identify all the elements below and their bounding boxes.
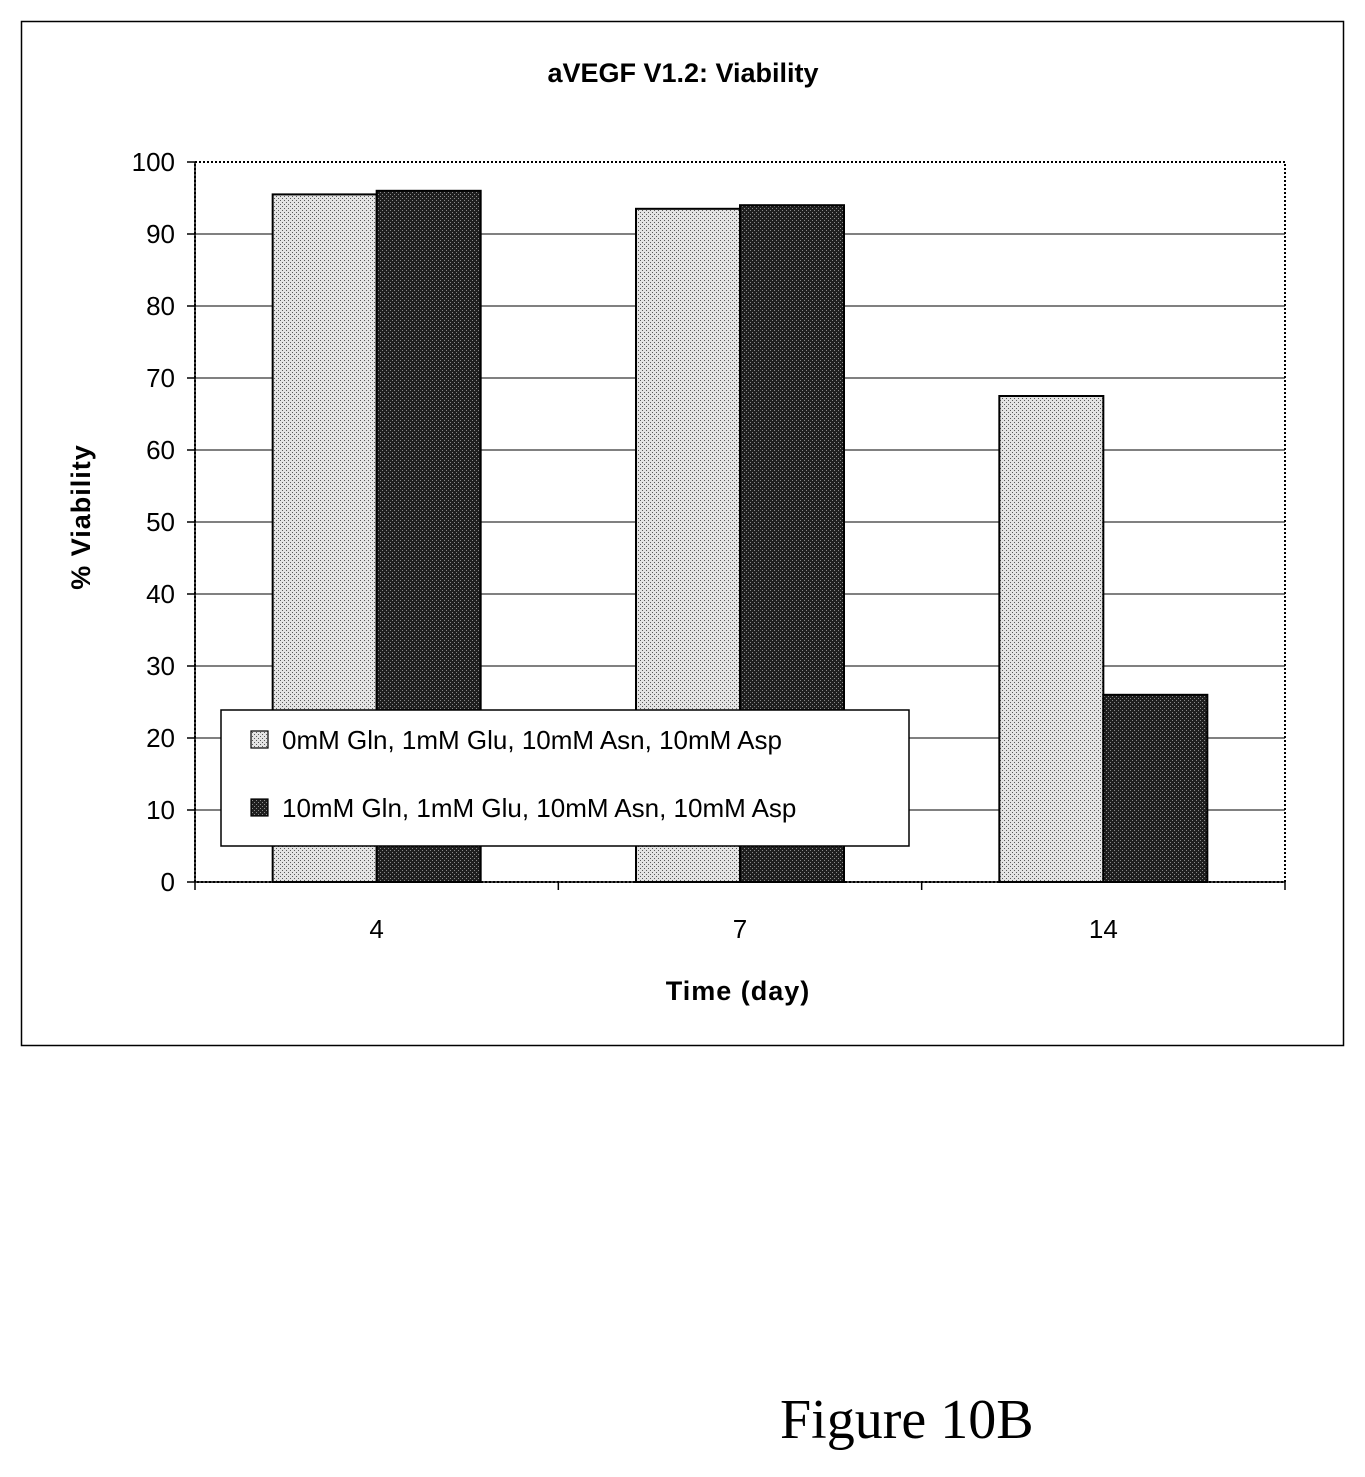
y-tick-label: 10 [146,795,175,825]
y-axis-label: % Viability [66,444,96,590]
legend-label-series-1: 0mM Gln, 1mM Glu, 10mM Asn, 10mM Asp [282,725,782,755]
y-tick-label: 60 [146,435,175,465]
x-tick-label: 14 [1089,914,1118,944]
y-tick-label: 70 [146,363,175,393]
legend-label-series-2: 10mM Gln, 1mM Glu, 10mM Asn, 10mM Asp [282,793,796,823]
y-tick-label: 30 [146,651,175,681]
y-tick-label: 50 [146,507,175,537]
y-tick-label: 100 [132,147,175,177]
legend-swatch-series-2 [250,798,269,817]
y-tick-label: 80 [146,291,175,321]
legend: 0mM Gln, 1mM Glu, 10mM Asn, 10mM Asp 10m… [220,709,910,847]
chart-title: aVEGF V1.2: Viability [547,58,818,88]
x-axis-ticks: 4 7 14 [194,882,1286,944]
bars [271,189,1209,884]
x-axis-label: Time (day) [666,976,811,1006]
bar-series-1-day-14 [998,395,1105,883]
y-tick-label: 40 [146,579,175,609]
y-axis-ticks: 0 10 20 30 40 50 60 70 80 90 100 [132,147,195,897]
y-tick-label: 0 [161,867,175,897]
y-tick-label: 20 [146,723,175,753]
bar-series-2-day-14 [1102,693,1209,883]
figure-caption: Figure 10B [780,1389,1034,1451]
legend-box [220,709,910,847]
x-tick-label: 7 [733,914,747,944]
x-tick-label: 4 [369,914,383,944]
y-tick-label: 90 [146,219,175,249]
legend-swatch-series-1 [250,730,269,749]
